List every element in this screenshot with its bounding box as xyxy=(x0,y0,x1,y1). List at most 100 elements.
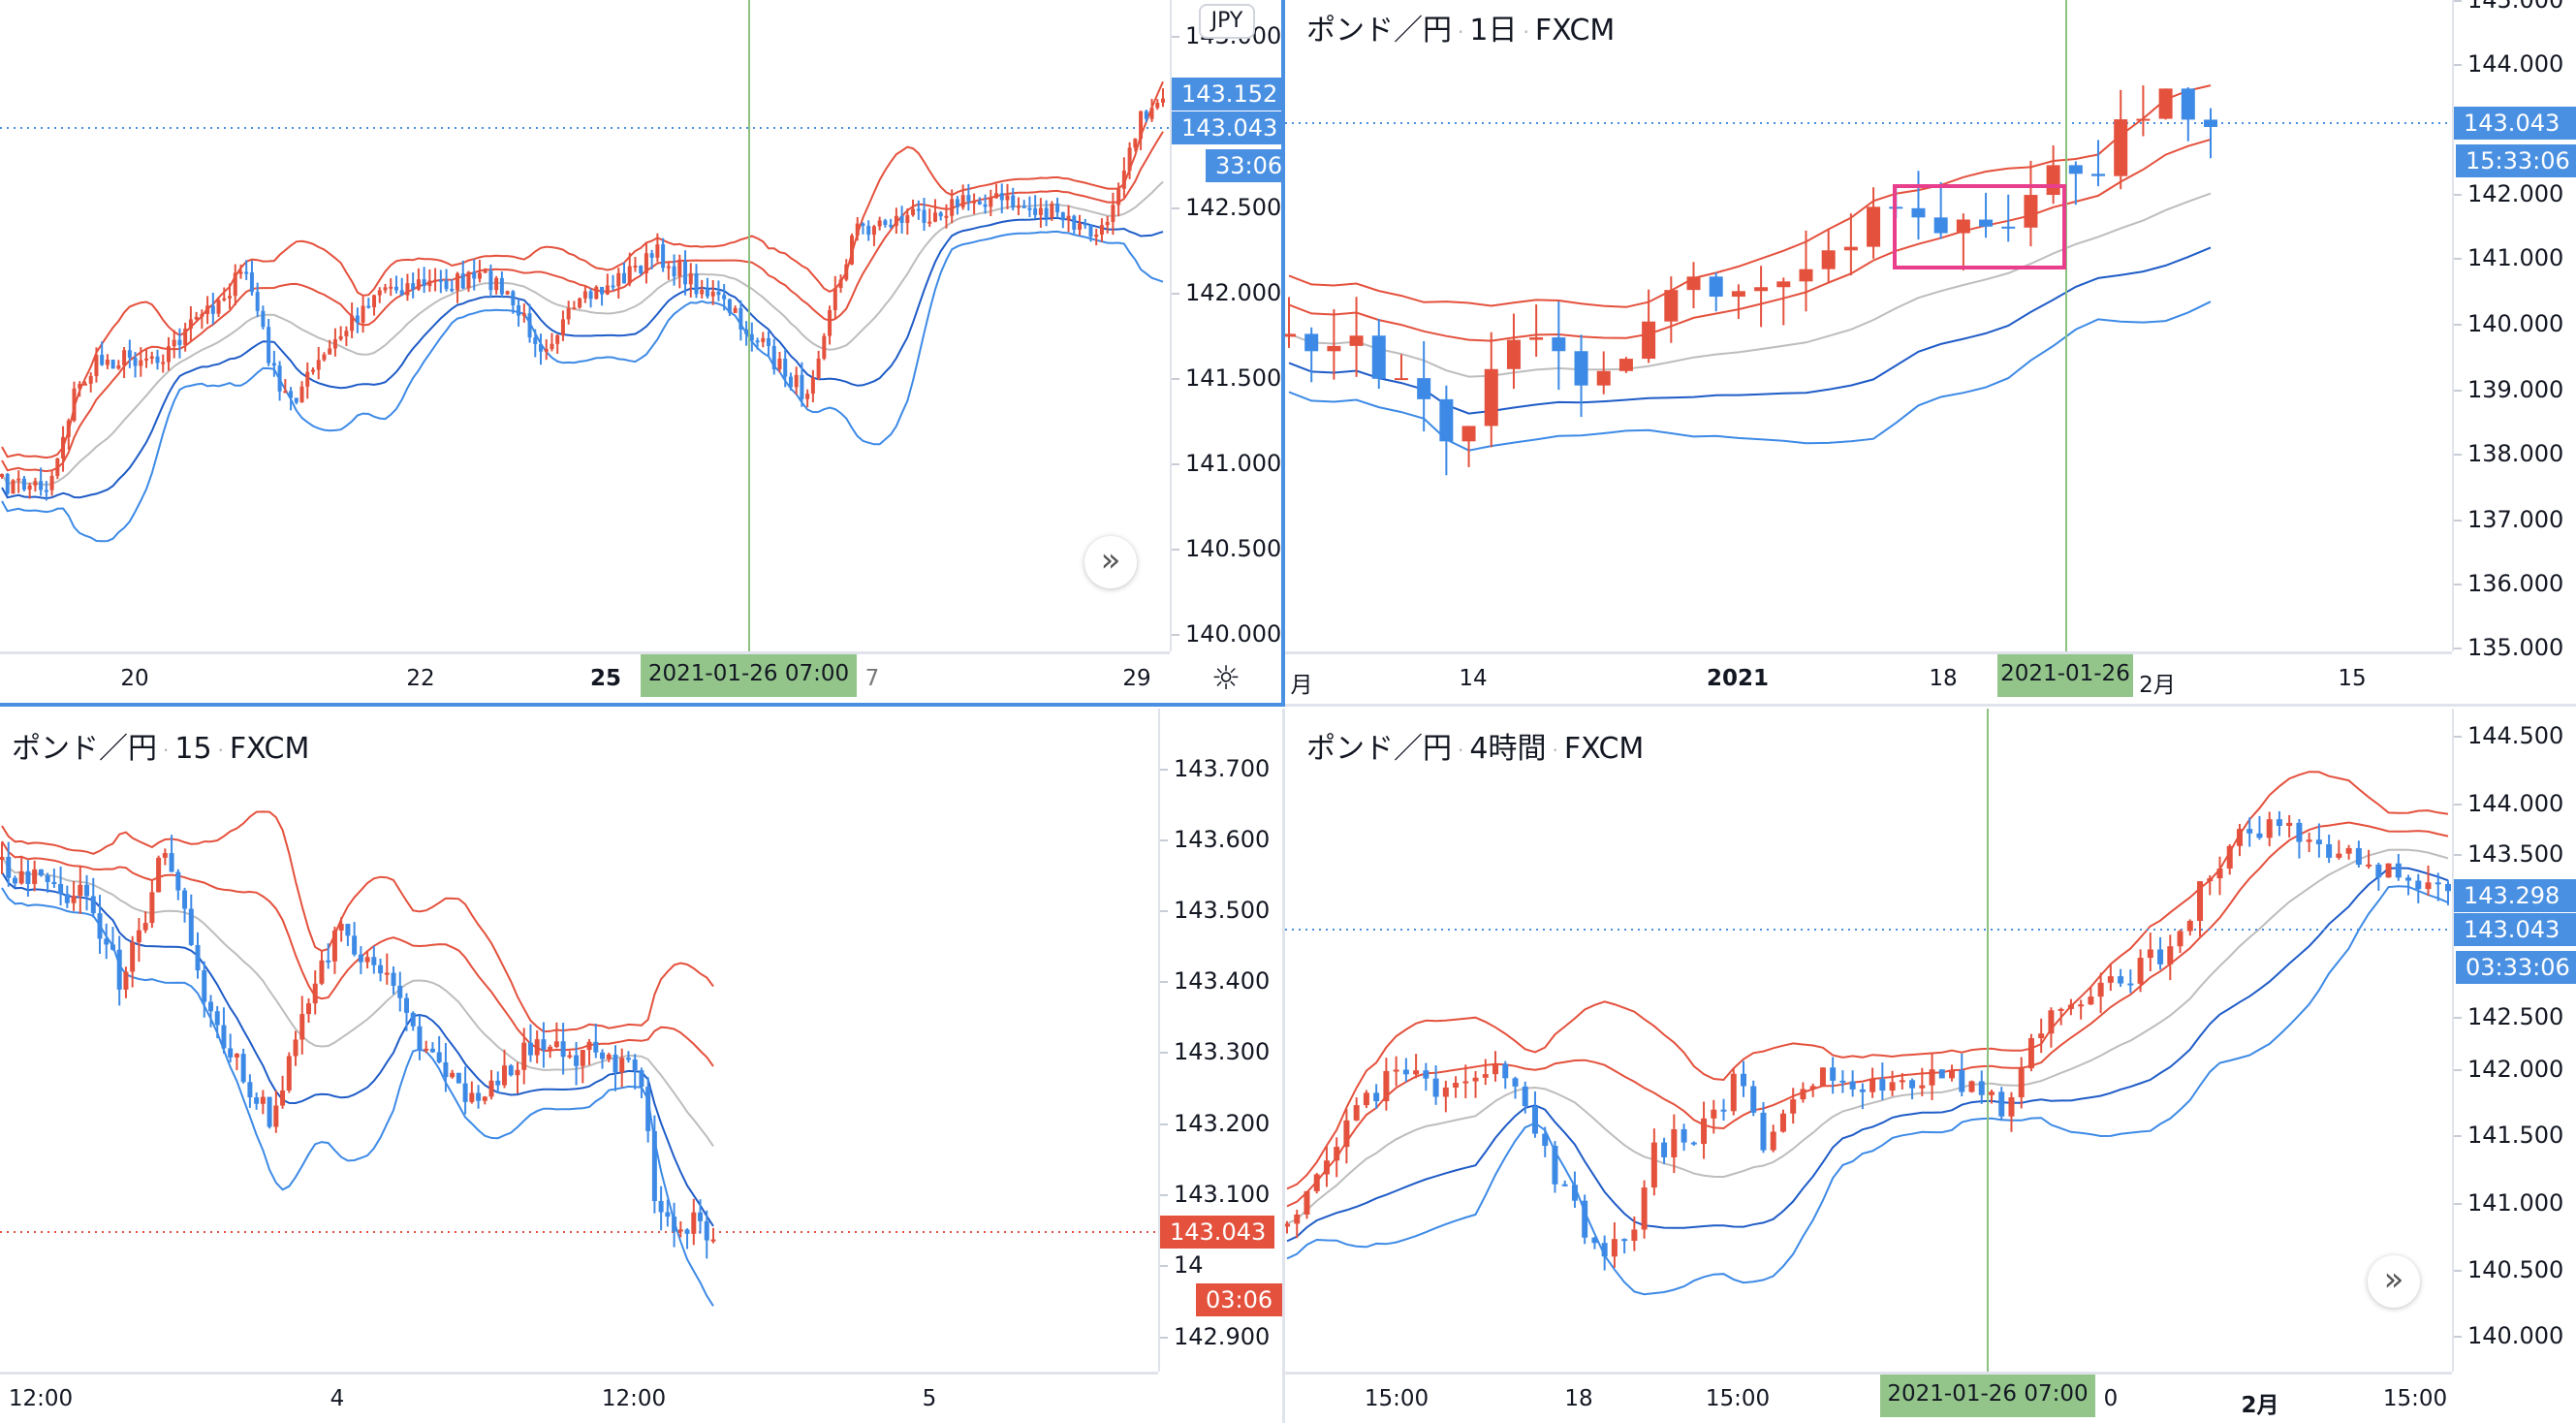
candle-body xyxy=(104,938,110,945)
candle-body xyxy=(1552,1146,1558,1185)
candle-body xyxy=(378,964,384,974)
candle-body xyxy=(1760,1112,1767,1151)
candle-body xyxy=(2415,880,2422,890)
candle-body xyxy=(710,291,715,297)
candle-body xyxy=(25,870,31,884)
candle-body xyxy=(2286,822,2293,827)
bollinger-upper-band-1 xyxy=(1,840,714,1067)
candle-body xyxy=(606,1054,612,1059)
candle-body xyxy=(761,337,766,342)
candle-body xyxy=(410,1012,416,1027)
candle-body xyxy=(1642,321,1656,360)
candle-body xyxy=(548,1047,553,1051)
candle-body xyxy=(1094,234,1099,237)
candle-body xyxy=(1799,269,1813,282)
candle-body xyxy=(871,226,876,236)
candle-body xyxy=(162,853,168,858)
interval[interactable]: 1日 xyxy=(1469,14,1518,47)
bollinger-lower-band-1 xyxy=(1,871,714,1227)
scroll-to-realtime-button[interactable]: » xyxy=(1084,536,1137,588)
chart-plot-area[interactable]: » xyxy=(0,0,1170,651)
candle-body xyxy=(1044,207,1049,218)
price-tick: 141.000 xyxy=(2453,244,2564,271)
candle-body xyxy=(1686,276,1701,291)
candle-body xyxy=(319,960,325,984)
bollinger-middle-band xyxy=(1286,848,2449,1225)
candle-body xyxy=(1800,1089,1806,1100)
chart-panel-bottom-right[interactable]: » ポンド／円 · 4時間 · FXCM 144.500 144.000 143.500… xyxy=(1285,709,2576,1423)
price-axis[interactable]: 143.700 143.600 143.500 143.400 143.300 … xyxy=(1158,709,1282,1372)
candle-body xyxy=(683,261,688,285)
candle-body xyxy=(12,877,17,884)
candle-body xyxy=(1933,217,1948,234)
currency-button[interactable]: JPY xyxy=(1199,4,1255,39)
candle-body xyxy=(2118,976,2124,984)
candle-body xyxy=(1363,1092,1369,1106)
chart-plot-area[interactable] xyxy=(1285,0,2452,651)
candle-body xyxy=(534,1039,540,1056)
candle-body xyxy=(88,375,93,384)
price-axis[interactable]: 145.000 144.000 142.000 141.000 140.000 … xyxy=(2452,0,2576,661)
candle-body xyxy=(331,930,337,962)
candle-body xyxy=(267,1096,272,1127)
candle-body xyxy=(1285,1223,1290,1227)
candle-body xyxy=(1849,1081,1856,1090)
interval[interactable]: 15 xyxy=(174,732,212,766)
candle-body xyxy=(578,298,582,308)
time-axis[interactable]: 月 14 2021 18 2月 15 2021-01-26 xyxy=(1285,651,2452,704)
candle-body xyxy=(2236,829,2243,846)
candle-body xyxy=(502,1065,508,1086)
candle-body xyxy=(1083,223,1087,226)
bollinger-middle-band xyxy=(1288,192,2212,378)
interval[interactable]: 4時間 xyxy=(1469,732,1547,766)
time-label: 2月 xyxy=(2241,1393,2279,1418)
settings-gear-icon[interactable]: ☼ xyxy=(1210,659,1241,698)
candle-body xyxy=(183,329,188,345)
chart-plot-area[interactable]: » xyxy=(1285,709,2452,1372)
candle-body xyxy=(110,944,115,950)
chart-panel-top-left[interactable]: » 143.000 142.500 142.000 141.500 141.00… xyxy=(0,0,1285,707)
candle-body xyxy=(1033,207,1038,215)
candle-body xyxy=(972,201,977,204)
candle-body xyxy=(2216,868,2223,879)
candle-body xyxy=(2445,883,2451,892)
candle-body xyxy=(1512,1078,1519,1087)
candle-body xyxy=(2018,1068,2025,1097)
chart-panel-bottom-left[interactable]: ポンド／円 · 15 · FXCM 143.700 143.600 143.500 14… xyxy=(0,709,1285,1423)
time-axis[interactable]: 15:00 18 15:00 0 2月 15:00 2021-01-26 07:… xyxy=(1285,1372,2452,1423)
candle-body xyxy=(1394,378,1408,381)
candle-body xyxy=(1919,1085,1926,1089)
candle-body xyxy=(1304,1190,1310,1215)
candle-body xyxy=(677,261,682,277)
price-tick: 140.000 xyxy=(2453,1322,2564,1349)
candle-body xyxy=(1869,1079,1876,1092)
candle-body xyxy=(593,1041,599,1053)
price-tick: 141.500 xyxy=(2453,1122,2564,1149)
candle-body xyxy=(273,1105,279,1127)
highlight-rectangle[interactable] xyxy=(1893,184,2066,269)
scroll-to-realtime-button[interactable]: » xyxy=(2368,1255,2420,1308)
candle-body xyxy=(2038,1033,2045,1039)
chart-panel-top-right[interactable]: ポンド／円 · 1日 · FXCM 145.000 144.000 142.000 14… xyxy=(1285,0,2576,707)
price-axis[interactable]: 144.500 144.000 143.500 142.500 142.000 … xyxy=(2452,709,2576,1372)
candle-body xyxy=(49,475,54,490)
candle-body xyxy=(844,264,849,280)
time-axis[interactable]: 12:00 4 12:00 5 xyxy=(0,1372,1158,1423)
candle-body xyxy=(194,316,199,320)
candle-body xyxy=(476,1092,482,1101)
candle-body xyxy=(755,340,760,343)
candle-body xyxy=(2306,839,2312,842)
candle-body xyxy=(633,266,638,269)
candle-body xyxy=(416,279,421,290)
price-axis[interactable]: 143.000 142.500 142.000 141.500 141.000 … xyxy=(1170,0,1281,651)
candle-body xyxy=(1111,205,1115,222)
candle-body xyxy=(210,305,215,314)
candle-body xyxy=(397,985,403,998)
candle-body xyxy=(1821,250,1836,269)
candle-body xyxy=(1911,207,1926,218)
time-axis[interactable]: 20 22 25 7 29 2021-01-26 07:00 xyxy=(0,651,1170,703)
candle-body xyxy=(450,289,455,292)
chart-plot-area[interactable] xyxy=(0,709,1158,1372)
candle-body xyxy=(710,1239,716,1242)
candle-body xyxy=(1899,1080,1905,1083)
